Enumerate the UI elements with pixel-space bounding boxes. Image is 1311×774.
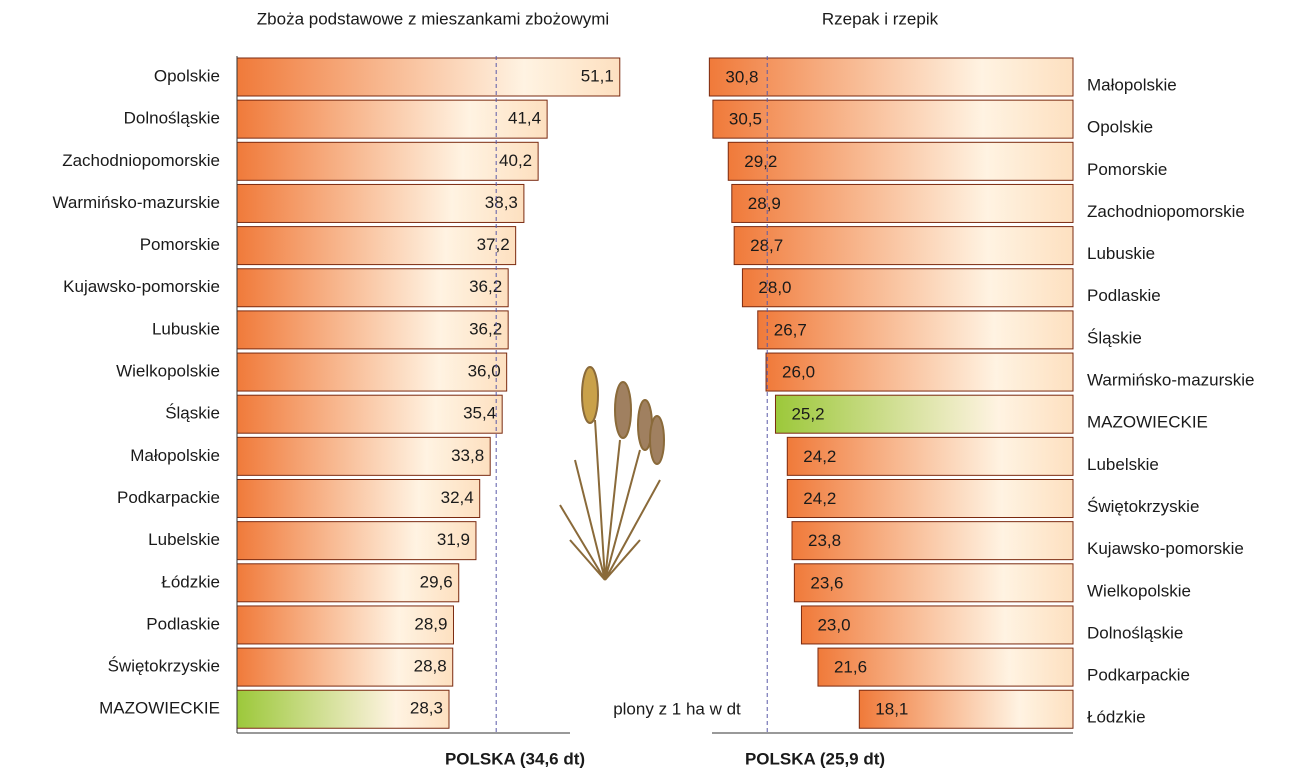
category-label: Zachodniopomorskie [62, 151, 220, 170]
category-label: Lubelskie [148, 530, 220, 549]
bar [237, 227, 516, 265]
bar [732, 184, 1073, 222]
bar [709, 58, 1073, 96]
category-label: Łódzkie [1087, 708, 1146, 727]
category-label: Warmińsko-mazurskie [1087, 371, 1255, 390]
bar [237, 100, 547, 138]
value-label: 38,3 [485, 193, 518, 212]
value-label: 21,6 [834, 658, 867, 677]
chart-title: Zboża podstawowe z mieszankami zbożowymi [257, 9, 609, 28]
bar [237, 311, 508, 349]
value-label: 28,9 [748, 194, 781, 213]
category-label: Zachodniopomorskie [1087, 202, 1245, 221]
value-label: 28,7 [750, 236, 783, 255]
value-label: 29,2 [744, 152, 777, 171]
category-label: Małopolskie [1087, 75, 1177, 94]
bar [237, 269, 508, 307]
value-label: 28,9 [414, 614, 447, 633]
value-label: 31,9 [437, 530, 470, 549]
category-label: Podkarpackie [1087, 666, 1190, 685]
value-label: 32,4 [441, 488, 474, 507]
bar [237, 142, 538, 180]
value-label: 36,2 [469, 319, 502, 338]
chart-title: Rzepak i rzepik [822, 9, 939, 28]
category-label: Kujawsko-pomorskie [1087, 539, 1244, 558]
category-label: Świętokrzyskie [108, 657, 220, 676]
category-label: Podkarpackie [117, 488, 220, 507]
category-label: Łódzkie [161, 572, 220, 591]
value-label: 40,2 [499, 151, 532, 170]
annotation: plony z 1 ha w dt [613, 699, 741, 718]
value-label: 23,0 [817, 615, 850, 634]
category-label: Opolskie [154, 66, 220, 85]
value-label: 24,2 [803, 489, 836, 508]
value-label: 36,2 [469, 277, 502, 296]
value-label: 28,3 [410, 699, 443, 718]
category-label: Opolskie [1087, 118, 1153, 137]
reference-label: POLSKA (34,6 dt) [445, 749, 585, 768]
bar [728, 142, 1073, 180]
value-label: 26,0 [782, 363, 815, 382]
category-label: Śląskie [165, 404, 220, 423]
value-label: 28,8 [414, 657, 447, 676]
value-label: 26,7 [774, 320, 807, 339]
category-label: Lubelskie [1087, 455, 1159, 474]
bar [237, 353, 507, 391]
category-label: Dolnośląskie [124, 109, 220, 128]
value-label: 37,2 [477, 235, 510, 254]
category-label: MAZOWIECKIE [99, 699, 220, 718]
value-label: 25,2 [791, 405, 824, 424]
reference-label: POLSKA (25,9 dt) [745, 749, 885, 768]
category-label: MAZOWIECKIE [1087, 413, 1208, 432]
wheat-illustration [560, 367, 664, 580]
bar [237, 58, 620, 96]
category-label: Lubuskie [152, 319, 220, 338]
value-label: 24,2 [803, 447, 836, 466]
bar [734, 227, 1073, 265]
category-label: Podlaskie [146, 614, 220, 633]
value-label: 28,0 [758, 278, 791, 297]
category-label: Pomorskie [1087, 160, 1167, 179]
bar [742, 269, 1073, 307]
value-label: 23,6 [810, 573, 843, 592]
category-label: Lubuskie [1087, 244, 1155, 263]
value-label: 30,5 [729, 110, 762, 129]
value-label: 41,4 [508, 109, 541, 128]
category-label: Wielkopolskie [1087, 581, 1191, 600]
value-label: 33,8 [451, 446, 484, 465]
chart: Zboża podstawowe z mieszankami zbożowymi… [0, 0, 1311, 774]
value-label: 18,1 [875, 700, 908, 719]
category-label: Kujawsko-pomorskie [63, 277, 220, 296]
category-label: Wielkopolskie [116, 362, 220, 381]
category-label: Małopolskie [130, 446, 220, 465]
category-label: Świętokrzyskie [1087, 497, 1199, 516]
bar [237, 184, 524, 222]
value-label: 30,8 [725, 67, 758, 86]
value-label: 23,8 [808, 531, 841, 550]
value-label: 29,6 [420, 572, 453, 591]
category-label: Dolnośląskie [1087, 623, 1183, 642]
category-label: Pomorskie [140, 235, 220, 254]
category-label: Śląskie [1087, 328, 1142, 347]
category-label: Podlaskie [1087, 286, 1161, 305]
value-label: 35,4 [463, 404, 496, 423]
value-label: 51,1 [581, 66, 614, 85]
category-label: Warmińsko-mazurskie [52, 193, 220, 212]
